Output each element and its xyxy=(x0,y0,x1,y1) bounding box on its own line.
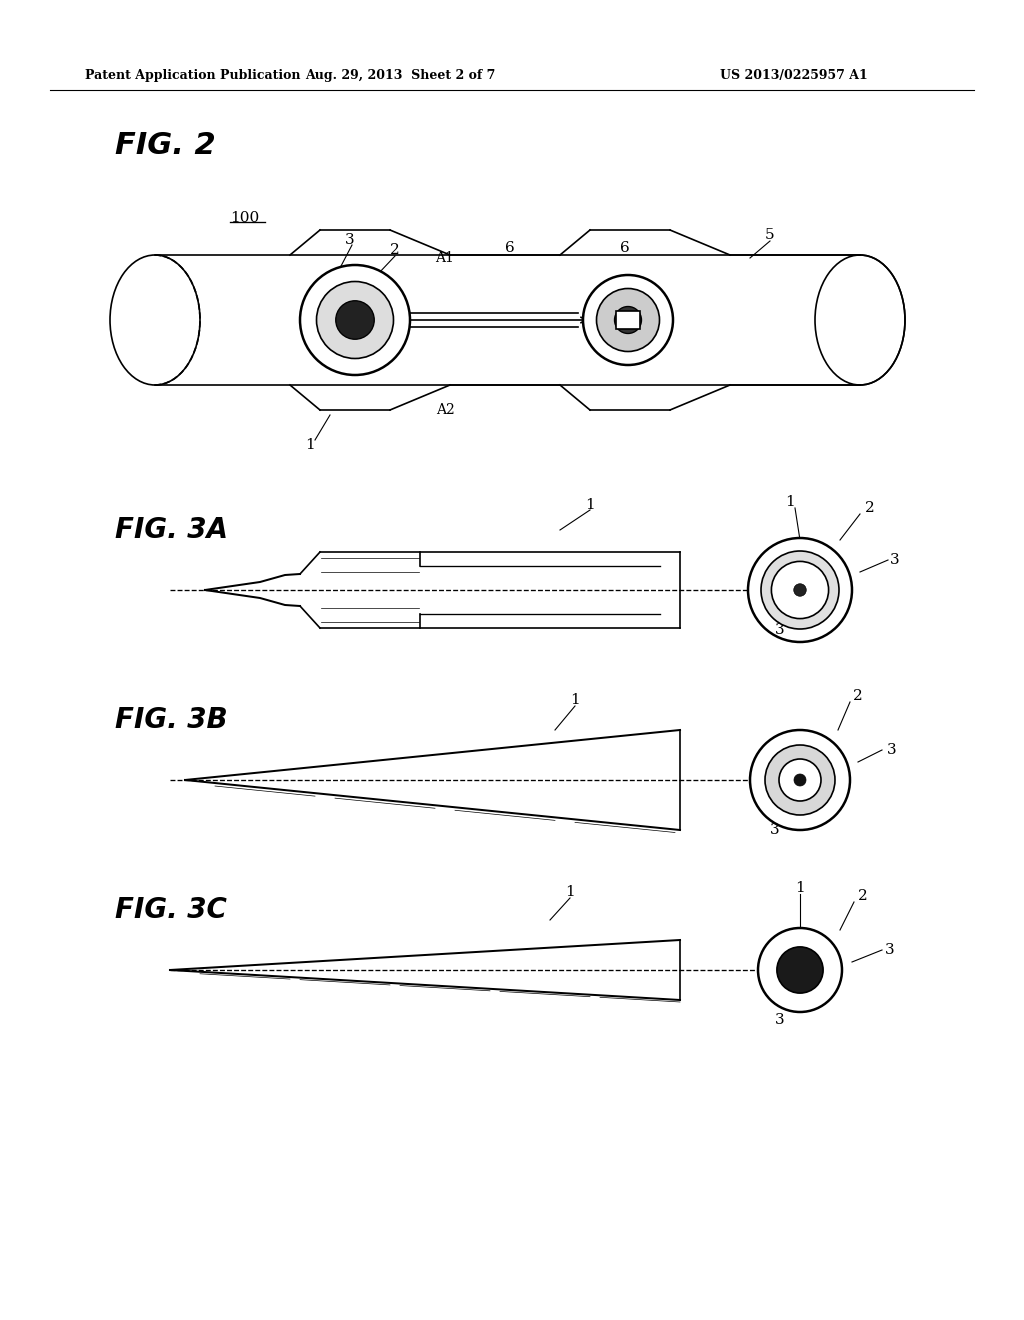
Circle shape xyxy=(765,744,835,814)
Text: A1: A1 xyxy=(435,251,455,265)
Text: 1: 1 xyxy=(795,880,805,895)
Circle shape xyxy=(614,306,641,334)
Text: 2: 2 xyxy=(390,243,400,257)
Text: 1: 1 xyxy=(565,884,574,899)
Circle shape xyxy=(761,550,839,630)
Circle shape xyxy=(758,928,842,1012)
Circle shape xyxy=(779,759,821,801)
FancyBboxPatch shape xyxy=(616,312,640,329)
Text: Patent Application Publication: Patent Application Publication xyxy=(85,69,300,82)
Text: 3: 3 xyxy=(885,942,895,957)
Text: A2: A2 xyxy=(435,403,455,417)
Text: 2: 2 xyxy=(853,689,863,704)
Text: FIG. 3A: FIG. 3A xyxy=(115,516,228,544)
Circle shape xyxy=(316,281,393,359)
Text: FIG. 2: FIG. 2 xyxy=(115,131,216,160)
Text: 1: 1 xyxy=(305,438,314,451)
Text: 1: 1 xyxy=(785,495,795,510)
Text: 3: 3 xyxy=(887,743,897,756)
Circle shape xyxy=(794,774,806,785)
Text: 3: 3 xyxy=(345,234,354,247)
Circle shape xyxy=(794,583,806,597)
Text: 5: 5 xyxy=(765,228,775,242)
Circle shape xyxy=(777,946,823,993)
Text: 3: 3 xyxy=(890,553,900,568)
Text: 1: 1 xyxy=(585,498,595,512)
Circle shape xyxy=(300,265,410,375)
Circle shape xyxy=(336,301,374,339)
Text: US 2013/0225957 A1: US 2013/0225957 A1 xyxy=(720,69,867,82)
Text: Aug. 29, 2013  Sheet 2 of 7: Aug. 29, 2013 Sheet 2 of 7 xyxy=(305,69,496,82)
Circle shape xyxy=(583,275,673,366)
Circle shape xyxy=(748,539,852,642)
Text: 3: 3 xyxy=(775,1012,784,1027)
Text: 6: 6 xyxy=(505,242,515,255)
Text: 3: 3 xyxy=(770,822,780,837)
Text: FIG. 3C: FIG. 3C xyxy=(115,896,227,924)
Text: FIG. 3B: FIG. 3B xyxy=(115,706,227,734)
Circle shape xyxy=(771,561,828,619)
Circle shape xyxy=(750,730,850,830)
Text: 6: 6 xyxy=(621,242,630,255)
Text: 2: 2 xyxy=(858,888,868,903)
Text: 1: 1 xyxy=(570,693,580,708)
Circle shape xyxy=(597,289,659,351)
Text: 2: 2 xyxy=(865,502,874,515)
Text: 100: 100 xyxy=(230,211,259,224)
Text: 3: 3 xyxy=(775,623,784,638)
